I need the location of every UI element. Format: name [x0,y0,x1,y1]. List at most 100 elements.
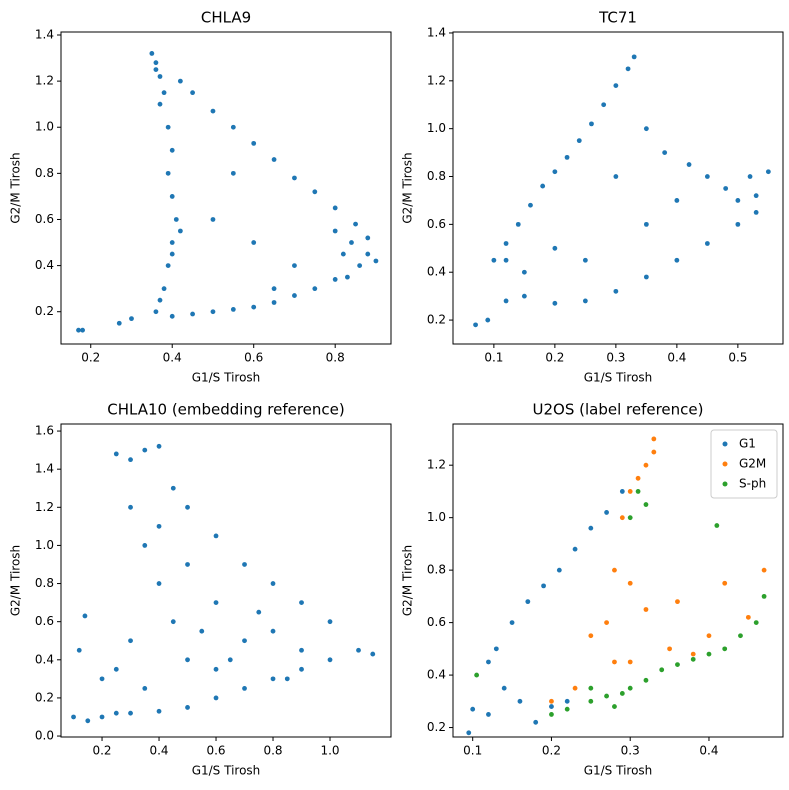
x-tick-label: 0.1 [484,351,503,365]
point [582,257,588,263]
point [528,202,533,208]
subplot: U2OS (label reference) G1/S Tirosh G2/M Ti… [401,401,784,778]
point [327,619,333,625]
point [474,672,480,678]
point [173,217,179,222]
point [170,485,176,491]
point [643,677,649,683]
point [604,510,609,515]
point [271,300,277,305]
point [185,504,190,510]
point [651,449,657,455]
point [213,666,219,672]
point [674,198,680,203]
y-tick-label: 1.0 [35,120,54,134]
legend-frame [710,429,778,499]
point [142,447,148,453]
point [753,620,759,626]
point [704,241,710,246]
point [690,656,696,662]
point [213,600,219,606]
y-axis-label: G2/M Tirosh [9,152,23,223]
y-tick-label: 0.4 [427,265,446,279]
subplot: CHLA10 (embedding reference) G1/S Tirosh G… [9,401,392,778]
point [349,240,354,245]
point [169,240,175,245]
point [270,581,276,586]
point [509,620,515,626]
y-tick-label: 0.8 [427,563,446,577]
point [619,515,625,521]
point [113,666,119,672]
point [675,599,680,605]
point [631,54,637,60]
point [213,695,219,701]
point [761,593,767,599]
point [142,685,148,691]
y-axis-label: G2/M Tirosh [401,152,415,223]
point [753,210,759,215]
point [128,457,133,463]
y-tick-label: 0.4 [427,668,446,682]
x-tick-label: 0.2 [545,351,564,365]
point [659,667,665,673]
point [503,241,509,246]
x-axis-label: G1/S Tirosh [584,371,653,385]
point [165,263,171,268]
point [161,90,167,96]
point [271,286,277,292]
point [761,567,767,573]
y-axis-label: G2/M Tirosh [401,545,415,616]
point [356,647,361,653]
point [128,710,133,716]
point [564,154,570,160]
point [753,193,759,199]
point [332,228,338,234]
y-axis-label: G2/M Tirosh [9,545,23,616]
point [292,175,297,181]
point [357,263,363,268]
legend-marker [722,461,728,467]
point [299,666,304,672]
point [149,51,155,56]
x-tick-label: 0.4 [163,351,182,365]
point [735,221,741,227]
point [332,205,338,211]
y-tick-label: 0.6 [427,217,446,231]
point [643,462,649,468]
y-tick-label: 0.6 [35,614,54,628]
point [292,293,297,298]
point [299,600,304,606]
point [230,124,236,130]
point [251,140,257,146]
x-axis-label: G1/S Tirosh [584,764,653,778]
point [82,613,88,619]
point [738,633,743,639]
point [185,562,190,567]
point [723,186,729,191]
point [165,124,171,130]
point [722,646,728,652]
point [271,157,277,162]
point [552,245,558,251]
point [613,174,619,179]
point [521,269,527,275]
point [589,121,594,127]
point [99,676,105,682]
point [227,657,233,663]
point [485,317,491,323]
legend-marker [722,441,728,447]
point [549,698,554,704]
y-tick-label: 0.8 [35,166,54,180]
x-tick-label: 0.5 [728,351,747,365]
point [210,309,216,315]
y-tick-label: 0.6 [35,212,54,226]
point [80,327,85,333]
x-tick-label: 0.6 [244,351,263,365]
point [157,74,163,79]
y-tick-label: 0.8 [427,169,446,183]
point [190,311,195,317]
point [704,174,710,179]
y-tick-label: 0.2 [427,313,446,327]
